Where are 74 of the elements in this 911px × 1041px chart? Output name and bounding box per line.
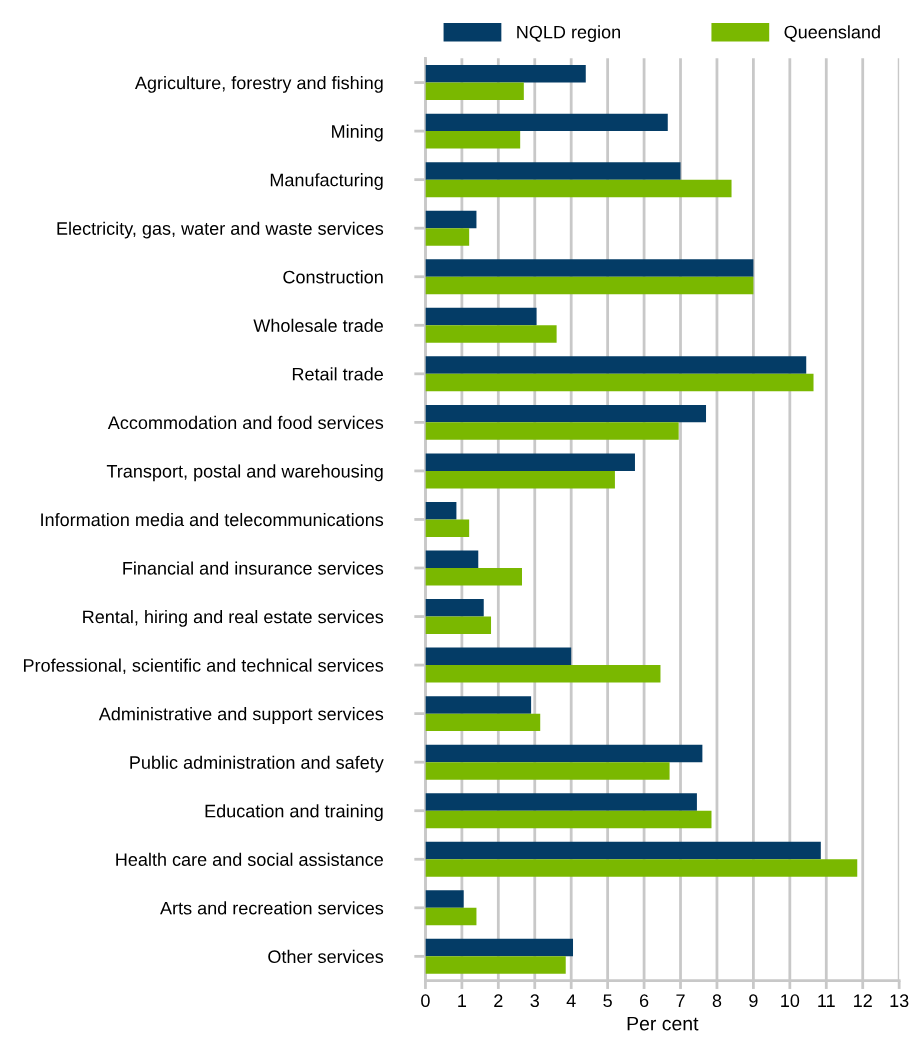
y-tick-label: Administrative and support services bbox=[98, 707, 384, 724]
bar bbox=[425, 131, 521, 149]
x-tick-label: 4 bbox=[566, 994, 576, 1007]
bar bbox=[425, 568, 522, 586]
bar bbox=[425, 841, 821, 860]
x-tick-label: 13 bbox=[890, 994, 909, 1008]
bar bbox=[425, 501, 457, 520]
bar bbox=[425, 373, 814, 392]
y-tick-label: Transport, postal and warehousing bbox=[106, 464, 383, 482]
bar bbox=[425, 665, 661, 683]
x-tick-label: 8 bbox=[712, 994, 722, 1008]
bar bbox=[425, 616, 492, 635]
bar bbox=[425, 179, 732, 198]
x-tick-label: 1 bbox=[458, 994, 467, 1007]
y-tick-label: Accommodation and food services bbox=[107, 415, 384, 430]
bar bbox=[425, 550, 479, 568]
x-tick-label: 2 bbox=[494, 994, 503, 1007]
y-tick-label: Manufacturing bbox=[270, 173, 383, 190]
bar bbox=[425, 276, 754, 295]
bar bbox=[425, 65, 586, 83]
y-tick-label: Agriculture, forestry and fishing bbox=[134, 76, 383, 93]
bar bbox=[425, 113, 668, 132]
bar bbox=[425, 713, 541, 732]
x-tick-label: 5 bbox=[603, 994, 612, 1008]
y-tick-label: Retail trade bbox=[292, 367, 383, 381]
bar bbox=[425, 938, 574, 957]
y-tick-label: Education and training bbox=[205, 804, 383, 822]
y-tick-label: Financial and insurance services bbox=[123, 561, 384, 575]
y-tick-label: Wholesale trade bbox=[253, 318, 383, 333]
y-tick-label: Arts and recreation services bbox=[160, 901, 384, 915]
bar bbox=[425, 744, 703, 763]
bar bbox=[425, 859, 858, 877]
bar bbox=[425, 647, 572, 666]
x-axis-title: Per cent bbox=[627, 1016, 699, 1031]
bar bbox=[425, 162, 681, 180]
bar bbox=[425, 82, 524, 101]
y-tick-label: Construction bbox=[283, 270, 383, 284]
bar bbox=[425, 890, 464, 908]
bar bbox=[425, 453, 635, 471]
x-tick-label: 10 bbox=[781, 994, 800, 1008]
bar bbox=[425, 228, 470, 246]
bar bbox=[425, 907, 477, 926]
y-tick-label: Mining bbox=[332, 124, 383, 142]
x-tick-label: 12 bbox=[854, 994, 872, 1007]
legend-label: NQLD region bbox=[517, 25, 620, 43]
x-tick-label: 0 bbox=[421, 994, 430, 1008]
bar bbox=[425, 793, 697, 811]
x-tick-label: 9 bbox=[749, 994, 758, 1008]
bar bbox=[425, 696, 532, 714]
y-tick-label: Information media and telecommunications bbox=[41, 512, 384, 527]
y-tick-label: Rental, hiring and real estate services bbox=[83, 610, 384, 627]
bar bbox=[425, 259, 754, 277]
x-tick-label: 7 bbox=[676, 994, 685, 1007]
bar bbox=[425, 325, 557, 343]
bar bbox=[425, 519, 470, 537]
bar bbox=[425, 356, 807, 374]
bar bbox=[425, 307, 537, 326]
bar bbox=[425, 422, 679, 440]
x-tick-label: 11 bbox=[818, 994, 835, 1007]
y-tick-label: Health care and social assistance bbox=[116, 852, 383, 866]
bar bbox=[425, 599, 484, 617]
bar bbox=[425, 762, 670, 780]
legend-label: Queensland bbox=[784, 25, 880, 42]
bar bbox=[425, 810, 712, 829]
bar bbox=[425, 956, 566, 974]
bar bbox=[425, 210, 477, 229]
x-tick-label: 3 bbox=[530, 994, 539, 1008]
x-tick-label: 6 bbox=[639, 994, 649, 1008]
bar bbox=[425, 404, 707, 423]
bar bbox=[425, 470, 615, 489]
y-tick-label: Professional, scientific and technical services bbox=[23, 658, 384, 674]
y-tick-label: Other services bbox=[268, 949, 384, 964]
y-tick-label: Public administration and safety bbox=[130, 755, 384, 773]
y-tick-label: Electricity, gas, water and waste services bbox=[57, 221, 384, 239]
